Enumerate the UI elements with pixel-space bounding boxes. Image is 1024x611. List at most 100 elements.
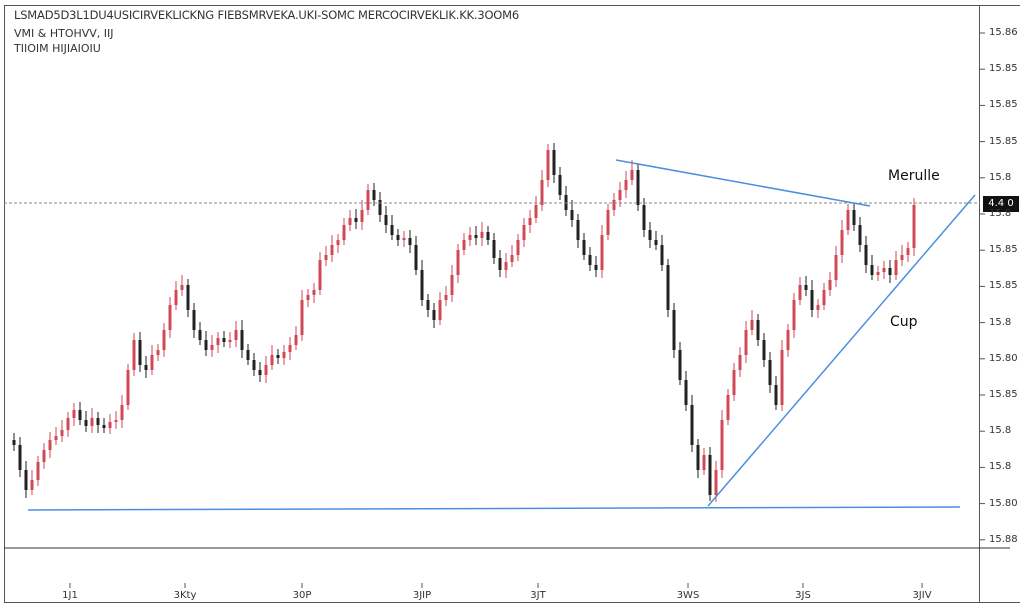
candle-body [300, 300, 304, 335]
candle-body [636, 170, 640, 205]
candle-body [750, 320, 754, 330]
y-tick-label: 15.80 [989, 352, 1018, 364]
candle-body [648, 230, 652, 240]
candle-body [486, 232, 490, 240]
candle-body [900, 255, 904, 260]
candle-body [828, 280, 832, 290]
candle-body [864, 245, 868, 265]
candle-body [12, 440, 16, 445]
candle-body [438, 300, 442, 320]
candle-body [552, 150, 556, 175]
candle-body [840, 230, 844, 255]
candle-body [660, 245, 664, 265]
candle-body [480, 232, 484, 238]
candle-body [606, 210, 610, 235]
candle-body [138, 340, 142, 365]
candle-body [714, 470, 718, 495]
candle-body [600, 235, 604, 270]
candle-body [876, 272, 880, 275]
candle-body [768, 360, 772, 385]
candle-body [516, 240, 520, 255]
candle-body [594, 265, 598, 270]
candle-body [60, 430, 64, 436]
candle-body [102, 425, 106, 428]
candle-body [234, 330, 238, 340]
candle-body [192, 310, 196, 330]
candle-body [582, 240, 586, 255]
x-tick-label: 3JS [795, 590, 811, 601]
candle-body [468, 235, 472, 240]
candle-body [150, 355, 154, 370]
y-axis-ticks [980, 32, 985, 541]
candle-body [792, 300, 796, 330]
candle-body [690, 405, 694, 445]
candle-body [408, 238, 412, 245]
x-tick-label: 3WS [676, 590, 700, 601]
candle-body [48, 440, 52, 450]
candle-body [474, 235, 478, 238]
candle-body [420, 270, 424, 300]
price-axis-panel [980, 5, 1020, 603]
candle-body [708, 455, 712, 495]
y-tick-label: 15.8 [989, 425, 1012, 437]
candle-body [168, 305, 172, 330]
candle-body [798, 285, 802, 300]
candle-body [612, 200, 616, 210]
candle-body [306, 295, 310, 300]
x-axis-ticks [69, 583, 923, 588]
chart-subtitle-line-1: VMI & HTOHVV, IIJ [14, 27, 114, 40]
candle-body [342, 225, 346, 240]
y-tick-label: 15.85 [989, 99, 1018, 111]
candle-body [36, 462, 40, 480]
y-tick-label: 15.80 [989, 497, 1018, 509]
candle-body [456, 250, 460, 275]
candle-body [228, 340, 232, 342]
candle-body [258, 370, 262, 375]
candle-body [858, 225, 862, 245]
candle-body [288, 345, 292, 352]
candle-body [522, 225, 526, 240]
candle-body [630, 170, 634, 180]
candle-body [252, 360, 256, 370]
candle-body [492, 240, 496, 258]
y-tick-label: 15.85 [989, 135, 1018, 147]
candle-body [666, 265, 670, 310]
candle-body [894, 260, 898, 275]
x-tick-label: 3JT [530, 590, 546, 601]
candle-body [702, 455, 706, 470]
candle-body [360, 210, 364, 222]
candle-body [906, 248, 910, 255]
y-tick-label: 15.88 [989, 533, 1018, 545]
candle-body [156, 350, 160, 355]
candle-body [372, 190, 376, 200]
candle-body [432, 310, 436, 320]
candle-body [186, 285, 190, 310]
candle-body [846, 210, 850, 230]
candle-body [870, 265, 874, 275]
candle-body [396, 235, 400, 240]
candle-body [504, 262, 508, 270]
support-trendline[interactable] [27, 506, 961, 511]
candle-body [84, 420, 88, 426]
candle-body [270, 355, 274, 365]
candle-body [90, 418, 94, 426]
y-tick-label: 15.85 [989, 244, 1018, 256]
candle-body [888, 268, 892, 275]
rising-trendline[interactable] [707, 194, 976, 507]
candle-body [30, 480, 34, 490]
candle-body [114, 420, 118, 422]
current-price-tag: 4.4 0 [983, 196, 1019, 212]
annotation-cup: Cup [890, 314, 918, 330]
candle-body [24, 470, 28, 490]
candle-body [462, 240, 466, 250]
candle-body [216, 338, 220, 345]
y-tick-label: 15.85 [989, 63, 1018, 75]
x-tick-label: 3JIP [412, 590, 432, 601]
candle-body [672, 310, 676, 350]
descending-trendline[interactable] [615, 159, 871, 207]
candle-body [378, 200, 382, 215]
candle-body [72, 410, 76, 418]
candle-body [42, 450, 46, 462]
candle-body [510, 255, 514, 262]
